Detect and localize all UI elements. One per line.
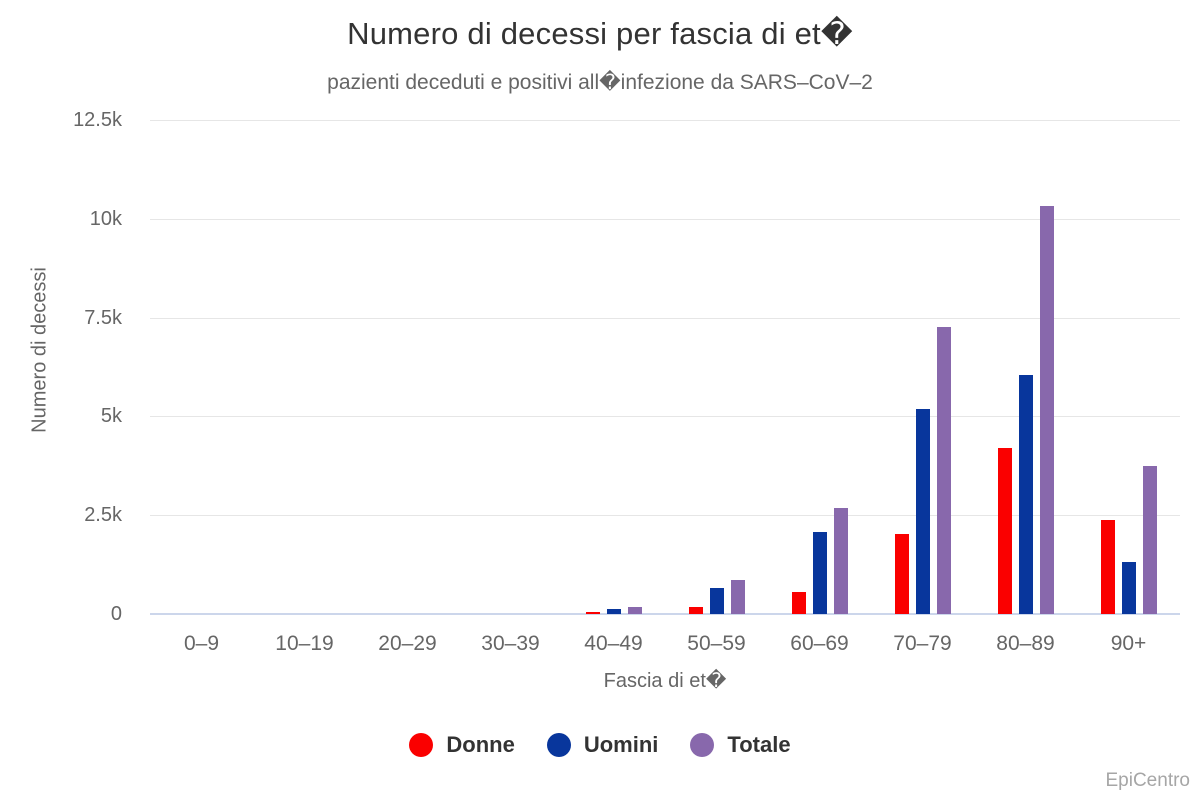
bar-uomini-50-59[interactable]: [709, 588, 724, 614]
bar-totale-90plus[interactable]: [1142, 465, 1157, 614]
y-tick-label-2-5k: 2.5k: [84, 504, 122, 527]
legend-item-uomini[interactable]: Uomini: [546, 732, 659, 758]
bar-uomini-90plus[interactable]: [1121, 561, 1136, 614]
gridline: [150, 218, 1180, 220]
credit-label: EpiCentro: [1105, 770, 1191, 791]
x-tick-label-90plus: 90+: [1110, 632, 1147, 655]
chart-title: Numero di decessi per fascia di et�: [347, 16, 853, 51]
x-tick-label-20-29: 20–29: [378, 632, 437, 655]
bar-uomini-80-89[interactable]: [1018, 374, 1033, 614]
legend-dot-uomini: [546, 733, 571, 757]
bar-uomini-40-49[interactable]: [606, 609, 621, 614]
bar-totale-70-79[interactable]: [936, 327, 951, 614]
y-tick-label-7-5k: 7.5k: [84, 306, 122, 329]
y-tick-label-12-5k: 12.5k: [73, 109, 122, 131]
chart-subtitle: pazienti deceduti e positivi all�infezio…: [327, 71, 873, 94]
y-tick-label-0: 0: [110, 603, 122, 625]
bar-donne-40-49[interactable]: [585, 612, 600, 614]
legend-dot-totale: [690, 733, 715, 757]
bar-uomini-60-69[interactable]: [812, 531, 827, 614]
bar-totale-80-89[interactable]: [1039, 206, 1054, 614]
bar-totale-60-69[interactable]: [833, 507, 848, 614]
legend-label-totale: Totale: [727, 732, 791, 757]
bar-totale-40-49[interactable]: [627, 607, 642, 614]
bar-donne-70-79[interactable]: [894, 534, 909, 614]
bar-donne-50-59[interactable]: [688, 607, 703, 614]
legend-label-donne: Donne: [446, 732, 515, 757]
x-tick-label-40-49: 40–49: [584, 632, 643, 655]
x-tick-label-30-39: 30–39: [481, 632, 540, 655]
legend-dot-donne: [409, 733, 434, 757]
x-tick-label-50-59: 50–59: [687, 632, 746, 655]
bar-uomini-70-79[interactable]: [915, 408, 930, 614]
x-tick-label-70-79: 70–79: [893, 632, 952, 655]
x-tick-label-60-69: 60–69: [790, 632, 849, 655]
legend-item-totale[interactable]: Totale: [690, 732, 791, 758]
y-tick-label-10k: 10k: [89, 207, 122, 230]
gridline: [150, 515, 1180, 517]
bar-totale-50-59[interactable]: [730, 580, 745, 614]
x-tick-label-80-89: 80–89: [996, 632, 1055, 655]
plot-area: [150, 120, 1180, 615]
y-tick-label-5k: 5k: [100, 405, 122, 428]
bar-donne-80-89[interactable]: [997, 447, 1012, 614]
gridline: [150, 120, 1180, 121]
gridline: [150, 416, 1180, 418]
bar-donne-90plus[interactable]: [1100, 519, 1115, 614]
bar-donne-60-69[interactable]: [791, 591, 806, 614]
x-tick-label-0-9: 0–9: [183, 632, 220, 655]
x-tick-label-10-19: 10–19: [275, 632, 334, 655]
legend: Donne Uomini Totale: [0, 732, 1200, 758]
legend-item-donne[interactable]: Donne: [409, 732, 515, 758]
x-axis-title: Fascia di et�: [603, 670, 727, 692]
x-axis-line: [150, 613, 1180, 615]
legend-label-uomini: Uomini: [583, 732, 659, 757]
gridline: [150, 317, 1180, 319]
